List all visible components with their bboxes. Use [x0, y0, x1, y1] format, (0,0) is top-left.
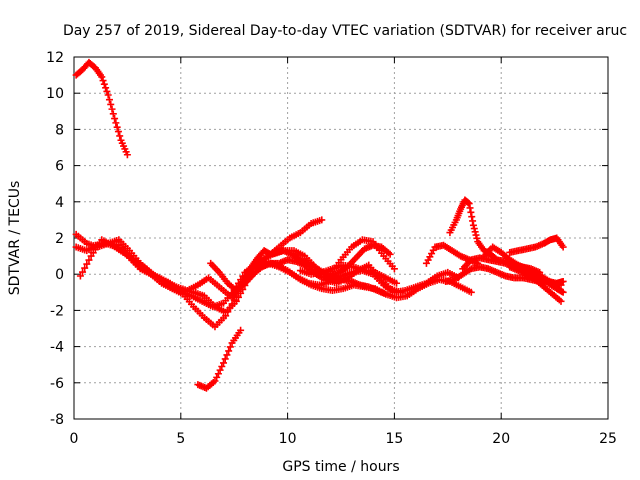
x-tick-label: 20: [492, 431, 510, 447]
data-point: [100, 80, 108, 88]
data-point: [220, 359, 228, 367]
data-point: [225, 347, 233, 355]
data-point: [465, 200, 473, 208]
series-s10: [326, 236, 398, 278]
data-point: [386, 250, 394, 258]
x-tick-label: 15: [385, 431, 403, 447]
data-point: [214, 370, 222, 378]
data-point: [472, 231, 480, 239]
data-point: [471, 228, 479, 236]
data-point: [99, 77, 107, 85]
data-point: [559, 277, 567, 285]
chart-title: Day 257 of 2019, Sidereal Day-to-day VTE…: [63, 23, 627, 39]
data-point: [473, 234, 481, 242]
data-point: [559, 288, 567, 296]
data-point: [81, 264, 89, 272]
y-tick-label: 6: [55, 159, 64, 175]
data-point: [226, 343, 234, 351]
data-point: [221, 355, 229, 363]
data-point: [102, 84, 110, 92]
data-point: [98, 73, 106, 81]
data-point: [112, 119, 120, 127]
x-tick-label: 10: [279, 431, 297, 447]
data-point: [103, 87, 111, 95]
axis-ticks: 0 5 10 15 20 25 -8 -6 -4 -2 0 2 4 6 8 10 12: [46, 50, 617, 447]
data-point: [218, 363, 226, 371]
data-point: [390, 265, 398, 273]
data-point: [318, 216, 326, 224]
data-point: [107, 100, 115, 108]
y-tick-label: -8: [50, 412, 64, 428]
series-s2: [194, 326, 245, 392]
y-tick-label: -6: [50, 376, 64, 392]
data-point: [467, 288, 475, 296]
data-point: [232, 297, 240, 305]
x-tick-label: 5: [176, 431, 185, 447]
data-point: [557, 297, 565, 305]
data-point: [105, 96, 113, 104]
series-s17: [442, 263, 567, 287]
y-tick-label: 0: [55, 267, 64, 283]
data-points: [72, 58, 567, 392]
data-point: [470, 225, 478, 233]
data-point: [108, 105, 116, 113]
y-tick-label: 12: [46, 50, 64, 66]
data-point: [237, 326, 245, 334]
data-point: [113, 123, 121, 131]
data-point: [469, 217, 477, 225]
data-point: [79, 268, 87, 276]
data-point: [116, 132, 124, 140]
y-tick-label: 8: [55, 122, 64, 138]
series-s8: [228, 247, 390, 302]
y-tick-label: 10: [46, 86, 64, 102]
x-axis-label: GPS time / hours: [282, 459, 399, 475]
data-point: [111, 115, 119, 123]
data-point: [123, 151, 131, 159]
data-point: [114, 128, 122, 136]
data-point: [109, 110, 117, 118]
x-tick-label: 25: [599, 431, 617, 447]
data-point: [223, 351, 231, 359]
y-axis-label: SDTVAR / TECUs: [7, 181, 23, 296]
series-s16: [506, 234, 567, 256]
data-point: [76, 272, 84, 280]
data-point: [104, 91, 112, 99]
data-point: [467, 208, 475, 216]
data-point: [85, 256, 93, 264]
y-tick-label: 2: [55, 231, 64, 247]
data-point: [559, 243, 567, 251]
data-point: [216, 366, 224, 374]
data-point: [83, 260, 91, 268]
y-tick-label: -2: [50, 303, 64, 319]
data-point: [466, 204, 474, 212]
data-point: [468, 213, 476, 221]
data-point: [469, 221, 477, 229]
data-point: [234, 293, 242, 301]
y-tick-label: 4: [55, 195, 64, 211]
series-s1: [72, 58, 131, 159]
y-tick-label: -4: [50, 340, 64, 356]
data-point: [393, 279, 401, 287]
data-point: [211, 377, 219, 385]
x-tick-label: 0: [70, 431, 79, 447]
data-point: [382, 290, 390, 298]
data-point: [213, 373, 221, 381]
